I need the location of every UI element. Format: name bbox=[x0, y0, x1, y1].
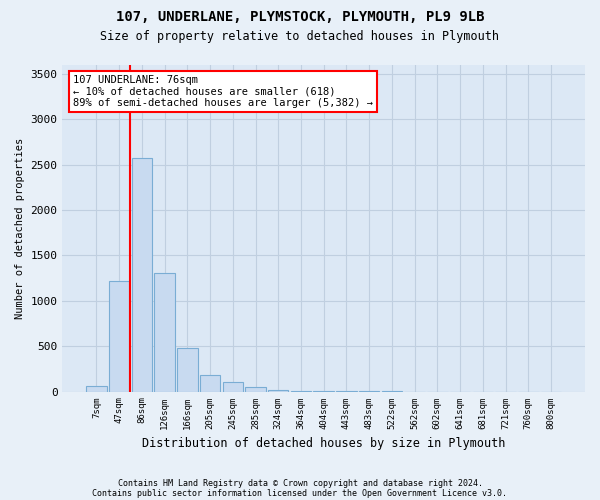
Bar bbox=[109, 281, 130, 392]
Text: 107 UNDERLANE: 76sqm
← 10% of detached houses are smaller (618)
89% of semi-deta: 107 UNDERLANE: 76sqm ← 10% of detached h… bbox=[73, 75, 373, 108]
Bar bbox=[223, 382, 243, 392]
Bar bbox=[131, 158, 152, 392]
Bar bbox=[86, 386, 107, 392]
Text: Contains HM Land Registry data © Crown copyright and database right 2024.: Contains HM Land Registry data © Crown c… bbox=[118, 478, 482, 488]
Bar bbox=[245, 388, 266, 392]
Text: 107, UNDERLANE, PLYMSTOCK, PLYMOUTH, PL9 9LB: 107, UNDERLANE, PLYMSTOCK, PLYMOUTH, PL9… bbox=[116, 10, 484, 24]
Bar bbox=[291, 390, 311, 392]
Bar bbox=[154, 272, 175, 392]
Bar bbox=[200, 375, 220, 392]
Text: Contains public sector information licensed under the Open Government Licence v3: Contains public sector information licen… bbox=[92, 488, 508, 498]
Bar bbox=[177, 348, 197, 392]
Bar bbox=[268, 390, 289, 392]
Y-axis label: Number of detached properties: Number of detached properties bbox=[15, 138, 25, 319]
Text: Size of property relative to detached houses in Plymouth: Size of property relative to detached ho… bbox=[101, 30, 499, 43]
X-axis label: Distribution of detached houses by size in Plymouth: Distribution of detached houses by size … bbox=[142, 437, 505, 450]
